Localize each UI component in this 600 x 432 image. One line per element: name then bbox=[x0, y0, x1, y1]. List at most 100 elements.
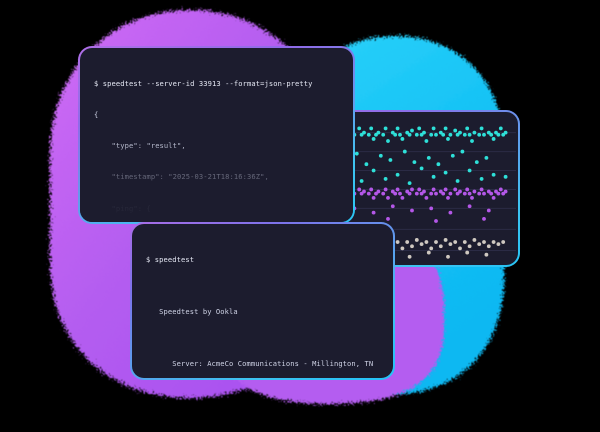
chart-point bbox=[496, 191, 501, 196]
chart-point bbox=[386, 139, 390, 143]
chart-point bbox=[477, 242, 482, 247]
chart-point bbox=[400, 195, 405, 200]
chart-point bbox=[398, 191, 402, 196]
chart-point bbox=[422, 189, 426, 194]
chart-point bbox=[441, 132, 446, 137]
chart-point bbox=[371, 195, 376, 200]
chart-point bbox=[453, 128, 458, 133]
chart-point bbox=[448, 210, 453, 215]
chart-point bbox=[434, 219, 438, 223]
chart-point bbox=[359, 179, 364, 183]
chart-point bbox=[429, 191, 434, 196]
chart-point bbox=[458, 246, 462, 251]
chart-point bbox=[419, 242, 424, 247]
chart-point bbox=[426, 155, 431, 160]
chart-point bbox=[407, 254, 412, 259]
chart-point bbox=[431, 187, 436, 192]
chart-series-latency bbox=[376, 238, 506, 259]
chart-point bbox=[489, 132, 494, 137]
chart-point bbox=[378, 153, 383, 158]
json-terminal-text: $ speedtest --server-id 33913 --format=j… bbox=[80, 48, 353, 222]
chart-point bbox=[467, 244, 472, 249]
chart-point bbox=[381, 132, 386, 137]
chart-point bbox=[405, 240, 410, 244]
chart-point bbox=[462, 132, 467, 137]
chart-point bbox=[501, 240, 506, 244]
chart-point bbox=[431, 174, 436, 179]
chart-point bbox=[410, 208, 414, 213]
chart-point bbox=[371, 137, 376, 141]
chart-point bbox=[434, 191, 438, 196]
chart-point bbox=[429, 246, 434, 251]
chart-point bbox=[429, 206, 434, 211]
chart-point bbox=[419, 166, 424, 171]
chart-point bbox=[503, 130, 508, 135]
chart-point bbox=[376, 130, 381, 135]
result-terminal-card[interactable]: $ speedtest Speedtest by Ookla Server: A… bbox=[130, 222, 395, 380]
chart-point bbox=[467, 204, 472, 209]
chart-point bbox=[371, 168, 376, 173]
chart-point bbox=[426, 250, 431, 255]
chart-point bbox=[424, 139, 429, 143]
chart-point bbox=[424, 195, 429, 200]
chart-point bbox=[410, 128, 414, 133]
chart-point bbox=[390, 204, 395, 209]
chart-point bbox=[496, 132, 501, 137]
chart-point bbox=[443, 238, 448, 242]
json-terminal-card[interactable]: $ speedtest --server-id 33913 --format=j… bbox=[78, 46, 355, 224]
chart-point bbox=[407, 132, 412, 137]
chart-point bbox=[388, 158, 393, 162]
chart-point bbox=[422, 130, 426, 135]
chart-point bbox=[402, 149, 407, 154]
chart-point bbox=[503, 189, 508, 194]
chart-point bbox=[410, 187, 414, 192]
chart-point bbox=[470, 195, 474, 200]
json-line-3: "timestamp": "2025-03-21T18:16:36Z", bbox=[94, 172, 269, 182]
chart-point bbox=[484, 155, 489, 160]
chart-point bbox=[366, 132, 371, 137]
chart-point bbox=[362, 189, 366, 194]
chart-point bbox=[472, 238, 477, 242]
chart-point bbox=[491, 172, 496, 177]
chart-point bbox=[467, 168, 472, 173]
chart-point bbox=[474, 160, 479, 164]
chart-point bbox=[424, 240, 429, 244]
chart-point bbox=[376, 189, 381, 194]
chart-point bbox=[414, 132, 419, 137]
chart-point bbox=[438, 244, 443, 249]
json-terminal-surface: $ speedtest --server-id 33913 --format=j… bbox=[80, 48, 353, 222]
chart-point bbox=[486, 244, 491, 249]
chart-point bbox=[400, 137, 405, 141]
chart-point bbox=[354, 151, 359, 156]
chart-point bbox=[393, 132, 398, 137]
chart-point bbox=[410, 244, 414, 249]
chart-point bbox=[472, 189, 477, 194]
chart-point bbox=[462, 240, 467, 244]
chart-point bbox=[383, 187, 388, 192]
chart-point bbox=[479, 187, 484, 192]
chart-point bbox=[369, 187, 374, 192]
result-terminal-surface: $ speedtest Speedtest by Ookla Server: A… bbox=[132, 224, 393, 378]
chart-point bbox=[498, 187, 503, 192]
chart-point bbox=[462, 191, 467, 196]
chart-point bbox=[498, 126, 503, 131]
chart-point bbox=[465, 250, 470, 255]
chart-point bbox=[479, 126, 484, 131]
chart-point bbox=[366, 191, 371, 196]
chart-point bbox=[357, 187, 362, 192]
json-line-4: "ping": { bbox=[94, 203, 151, 213]
chart-point bbox=[491, 240, 496, 244]
chart-point bbox=[414, 238, 419, 242]
chart-point bbox=[482, 191, 486, 196]
chart-point bbox=[482, 240, 486, 244]
chart-point bbox=[431, 126, 436, 131]
chart-point bbox=[465, 126, 470, 131]
chart-point bbox=[383, 126, 388, 131]
chart-point bbox=[395, 172, 400, 177]
chart-point bbox=[489, 191, 494, 196]
chart-point bbox=[455, 179, 460, 183]
chart-point bbox=[460, 149, 465, 154]
chart-point bbox=[458, 189, 462, 194]
chart-point bbox=[434, 132, 438, 137]
